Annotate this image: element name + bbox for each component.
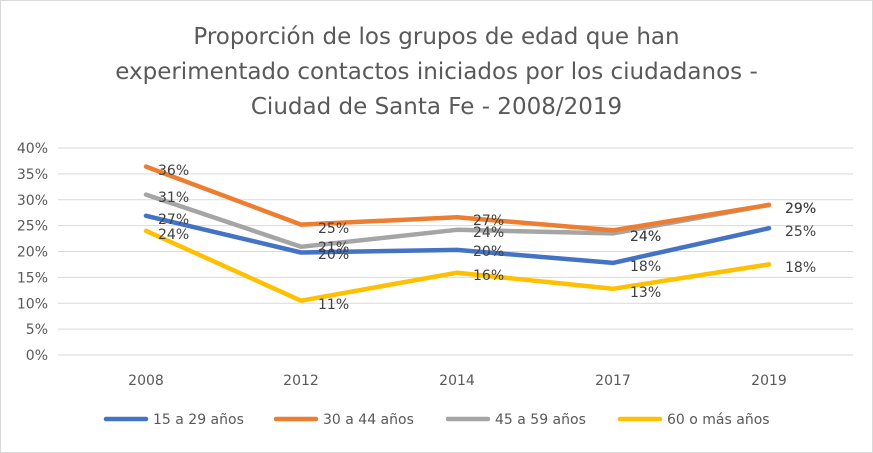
y-tick-label: 5%: [26, 322, 48, 338]
x-tick-label: 2012: [283, 373, 319, 389]
x-axis-ticks: 2008 2012 2014 2017 2019: [128, 373, 787, 389]
legend-label: 60 o más años: [667, 412, 770, 428]
y-tick-label: 35%: [17, 167, 48, 183]
x-tick-label: 2014: [439, 373, 475, 389]
data-label: 18%: [630, 259, 661, 275]
y-tick-label: 40%: [17, 141, 48, 157]
x-tick-label: 2008: [128, 373, 164, 389]
x-tick-label: 2017: [595, 373, 631, 389]
y-tick-label: 0%: [26, 348, 48, 364]
data-label: 25%: [318, 221, 349, 237]
data-label: 24%: [630, 229, 661, 245]
data-label: 24%: [630, 229, 661, 245]
y-axis-ticks: 0% 5% 10% 15% 20% 25% 30% 35% 40%: [17, 141, 48, 364]
series-line: [143, 164, 772, 233]
chart-title-line-2: experimentado contactos iniciados por lo…: [115, 59, 758, 85]
y-tick-label: 25%: [17, 219, 48, 235]
data-label: 27%: [158, 212, 189, 228]
y-tick-label: 30%: [17, 193, 48, 209]
data-label: 24%: [158, 227, 189, 243]
data-label: 36%: [158, 163, 189, 179]
data-label: 20%: [473, 244, 504, 260]
data-label: 16%: [473, 268, 504, 284]
y-tick-label: 20%: [17, 245, 48, 261]
data-label: 29%: [785, 201, 816, 217]
legend-label: 15 a 29 años: [153, 412, 244, 428]
legend-label: 45 a 59 años: [495, 412, 586, 428]
data-label: 24%: [473, 225, 504, 241]
data-label: 27%: [473, 213, 504, 229]
chart-title-line-1: Proporción de los grupos de edad que han: [193, 24, 680, 50]
data-labels: 27%20% 20%18%25%36%25% 27%24%29%31%21%24% 2…: [158, 163, 816, 313]
series-lines: [143, 164, 772, 303]
series-line: [143, 213, 772, 266]
data-label: 13%: [630, 285, 661, 301]
y-tick-label: 15%: [17, 270, 48, 286]
data-label: 31%: [158, 190, 189, 206]
x-tick-label: 2019: [751, 373, 787, 389]
chart-title-line-3: Ciudad de Santa Fe - 2008/2019: [250, 94, 623, 120]
legend-label: 30 a 44 años: [323, 412, 414, 428]
data-label: 25%: [785, 224, 816, 240]
data-label: 29%: [785, 201, 816, 217]
data-label: 11%: [318, 297, 349, 313]
legend: 15 a 29 años 30 a 44 años 45 a 59 años 60 o…: [103, 412, 770, 428]
data-label: 20%: [318, 247, 349, 263]
y-tick-label: 10%: [17, 296, 48, 312]
data-label: 21%: [318, 240, 349, 256]
series-line: [143, 228, 772, 303]
data-label: 18%: [785, 260, 816, 276]
